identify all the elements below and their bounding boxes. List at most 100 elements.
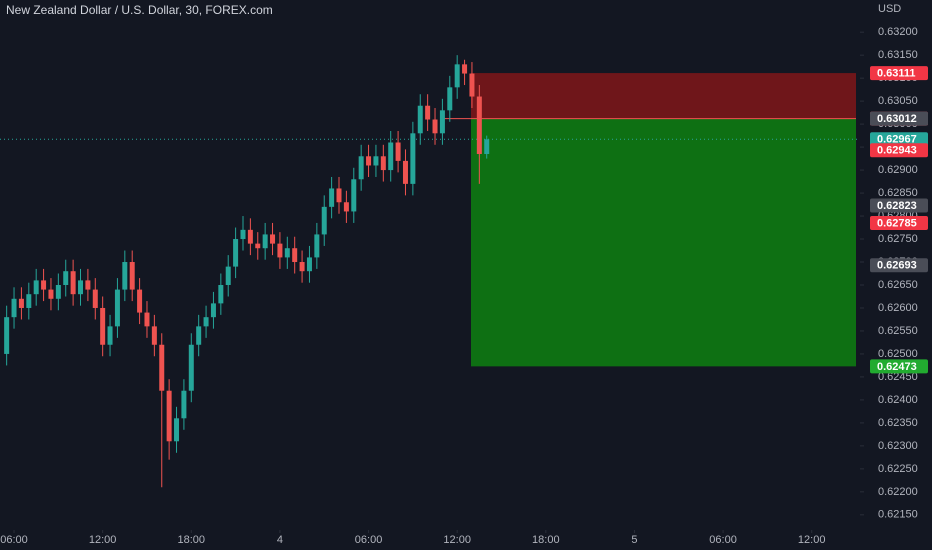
candle-body [233,239,239,267]
x-tick-label: 06:00 [355,534,383,546]
x-tick-label: 12:00 [89,534,117,546]
y-tick-label: 0.62300 [878,440,918,452]
price-badge [870,111,928,126]
candle-body [151,326,157,345]
candle-body [107,326,113,345]
candle-body [181,390,187,419]
candle-body [262,234,268,249]
axis-unit: USD [878,3,901,15]
candle-body [33,280,39,295]
candle-body [366,156,372,166]
y-tick-label: 0.63200 [878,26,918,38]
x-tick-label: 06:00 [709,534,737,546]
candle-body [270,234,276,244]
candle-body [484,139,490,154]
price-badge-label: 0.63012 [877,113,917,125]
candle-body [210,303,216,318]
candle-body [321,206,327,235]
price-badge-label: 0.62693 [877,260,917,272]
candle-body [454,64,460,88]
y-tick-label: 0.62150 [878,509,918,521]
candle-body [196,326,202,345]
candle-body [11,298,17,318]
y-tick-label: 0.62550 [878,325,918,337]
candle-body [469,73,475,97]
price-badge-label: 0.62823 [877,200,917,212]
candle-body [218,284,224,304]
candle-body [439,110,445,134]
candle-body [225,266,231,285]
candle-body [351,179,357,212]
candle-body [85,280,91,290]
price-badge-label: 0.62785 [877,217,917,229]
candle-body [284,248,290,258]
price-badge-label: 0.62967 [877,134,917,146]
candle-body [425,105,431,120]
candle-body [100,307,106,345]
candle-body [462,64,468,74]
candle-body [380,156,386,171]
candle-body [388,142,394,171]
candle-body [358,156,364,180]
candle-body [410,133,416,184]
candle-body [63,271,69,285]
candle-body [26,294,32,308]
candle-body [166,390,172,442]
price-badge [870,359,928,374]
candle-body [129,262,135,290]
candle-body [4,317,10,354]
candle-body [299,262,305,272]
price-badge [870,66,928,81]
candle-body [306,257,312,272]
candle-body [343,202,349,212]
y-tick-label: 0.62600 [878,302,918,314]
candle-body [247,229,253,244]
y-tick-label: 0.62750 [878,233,918,245]
candle-body [373,156,379,166]
x-tick-label: 06:00 [0,534,28,546]
candle-body [41,280,47,290]
candle-body [48,289,54,299]
candle-body [255,243,261,249]
chart-title: New Zealand Dollar / U.S. Dollar, 30, FO… [6,3,273,17]
y-tick-label: 0.63150 [878,49,918,61]
candle-body [432,119,438,134]
candle-body [476,96,482,154]
price-badge [870,215,928,230]
candle-body [137,289,143,313]
candle-body [292,248,298,263]
candle-body [447,87,453,111]
candle-body [277,243,283,258]
candle-body [70,271,76,295]
x-tick-label: 18:00 [178,534,206,546]
candle-body [395,142,401,161]
candle-body [144,312,150,327]
plot-area [0,55,860,488]
candle-body [240,229,246,240]
candle-body [114,289,120,327]
candle-body [336,188,342,203]
y-tick-label: 0.62900 [878,164,918,176]
candle-body [159,344,165,391]
price-badge-label: 0.63111 [877,67,916,79]
y-tick-label: 0.62450 [878,371,918,383]
candle-body [78,280,84,295]
y-tick-label: 0.62350 [878,417,918,429]
candle-body [329,188,335,207]
y-tick-label: 0.63050 [878,95,918,107]
price-badge [870,198,928,213]
candle-body [402,160,408,184]
candle-body [203,317,209,327]
x-tick-label: 5 [631,534,637,546]
candle-body [314,234,320,258]
candle-body [174,418,180,442]
price-badge [870,258,928,273]
y-tick-label: 0.62200 [878,486,918,498]
price-badge [870,132,928,147]
price-badge [870,143,928,158]
price-badge-label: 0.62473 [877,361,917,373]
candle-body [122,262,128,290]
y-tick-label: 0.62500 [878,348,918,360]
